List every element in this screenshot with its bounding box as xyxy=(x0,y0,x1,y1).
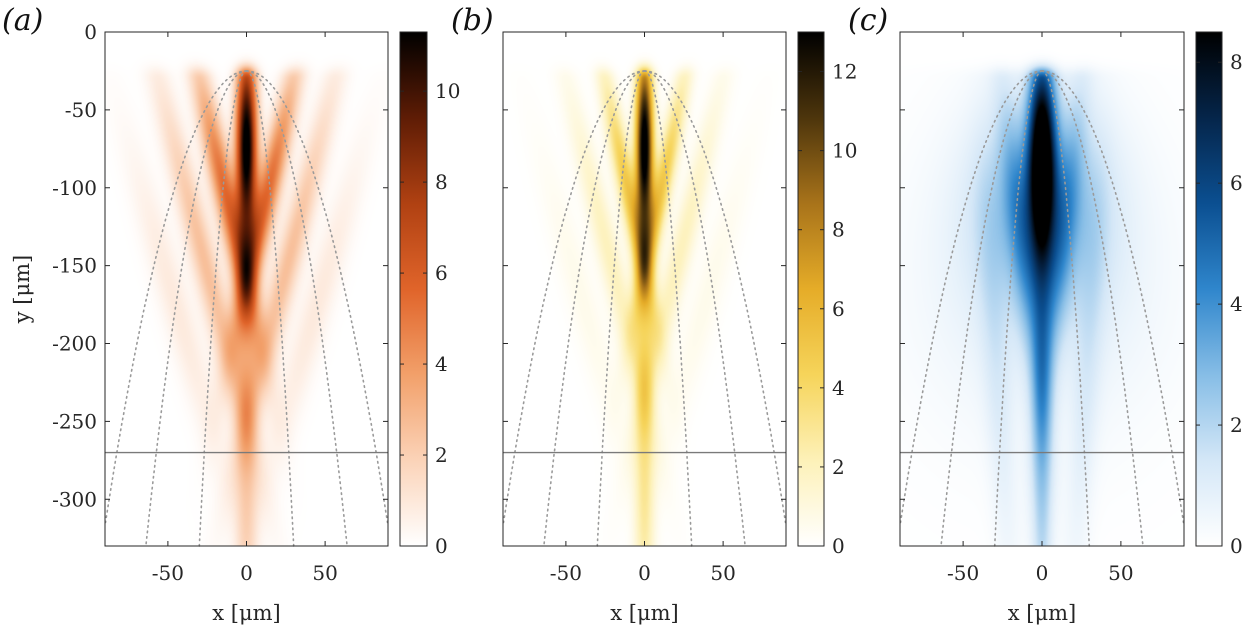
colorbar xyxy=(399,31,428,547)
colorbar xyxy=(1195,31,1223,547)
y-tick-label: -150 xyxy=(52,254,97,278)
panel-label: (a) xyxy=(2,3,43,38)
x-tick-label: 50 xyxy=(312,561,337,585)
colorbar-tick-label: 4 xyxy=(435,352,448,376)
dotted-guide-curve xyxy=(993,70,1091,547)
dotted-guide-curve xyxy=(502,70,787,524)
colorbar-tick-label: 4 xyxy=(832,376,845,400)
colorbar-tick-label: 0 xyxy=(832,534,845,558)
colorbar-tick-label: 2 xyxy=(1230,413,1243,437)
dotted-guide-curve xyxy=(145,70,348,547)
dotted-guide-curve xyxy=(940,70,1144,547)
colorbar-tick-label: 0 xyxy=(435,534,448,558)
dotted-guide-curve xyxy=(198,70,295,547)
colorbar xyxy=(797,31,825,547)
heatmap-image xyxy=(105,32,388,546)
y-tick-label: -200 xyxy=(52,332,97,356)
x-tick-label: 0 xyxy=(1036,561,1049,585)
y-tick-label: -300 xyxy=(52,487,97,511)
x-axis-label: x [μm] xyxy=(1008,601,1076,625)
panel-label: (b) xyxy=(451,3,494,38)
panel-c: -50 0 50 x [μm] (c) 0 2 4 6 8 xyxy=(848,3,1243,625)
dotted-guide-curve xyxy=(543,70,746,547)
x-tick-label: 50 xyxy=(1108,561,1133,585)
colorbar-tick-label: 6 xyxy=(1230,171,1243,195)
x-tick-label: -50 xyxy=(947,561,979,585)
heatmap-image xyxy=(900,32,1184,546)
x-tick-label: 0 xyxy=(240,561,253,585)
x-axis-label: x [μm] xyxy=(610,601,678,625)
x-tick-label: 0 xyxy=(638,561,651,585)
panel-a: -50 0 50 0 -50 -100 -150 -200 -250 -300 x [μm] y [μ… xyxy=(2,3,460,625)
colorbar-tick-label: 8 xyxy=(832,218,845,242)
y-tick-label: -100 xyxy=(52,176,97,200)
x-axis-label: x [μm] xyxy=(212,601,280,625)
y-tick-label: -250 xyxy=(52,409,97,433)
colorbar-tick-label: 8 xyxy=(435,170,448,194)
panel-label: (c) xyxy=(848,3,888,38)
heatmap-image xyxy=(503,32,786,546)
x-tick-label: 50 xyxy=(710,561,735,585)
colorbar-tick-label: 0 xyxy=(1230,534,1243,558)
dotted-guide-curve xyxy=(899,70,1185,524)
y-tick-label: -50 xyxy=(65,98,97,122)
dotted-guide-curve xyxy=(596,70,693,547)
y-axis-label: y [μm] xyxy=(10,255,34,325)
y-tick-label: 0 xyxy=(84,20,97,44)
colorbar-tick-label: 6 xyxy=(435,261,448,285)
panel-b: -50 0 50 x [μm] (b) 0 2 4 6 8 10 12 xyxy=(451,3,857,625)
colorbar-tick-label: 4 xyxy=(1230,292,1243,316)
colorbar-tick-label: 12 xyxy=(832,60,857,84)
colorbar-tick-label: 6 xyxy=(832,297,845,321)
dotted-guide-curve xyxy=(104,70,389,524)
colorbar-tick-label: 2 xyxy=(435,443,448,467)
x-tick-label: -50 xyxy=(152,561,184,585)
colorbar-tick-label: 10 xyxy=(832,139,857,163)
x-tick-label: -50 xyxy=(550,561,582,585)
colorbar-tick-label: 2 xyxy=(832,455,845,479)
colorbar-tick-label: 8 xyxy=(1230,50,1243,74)
colorbar-tick-label: 10 xyxy=(435,79,460,103)
